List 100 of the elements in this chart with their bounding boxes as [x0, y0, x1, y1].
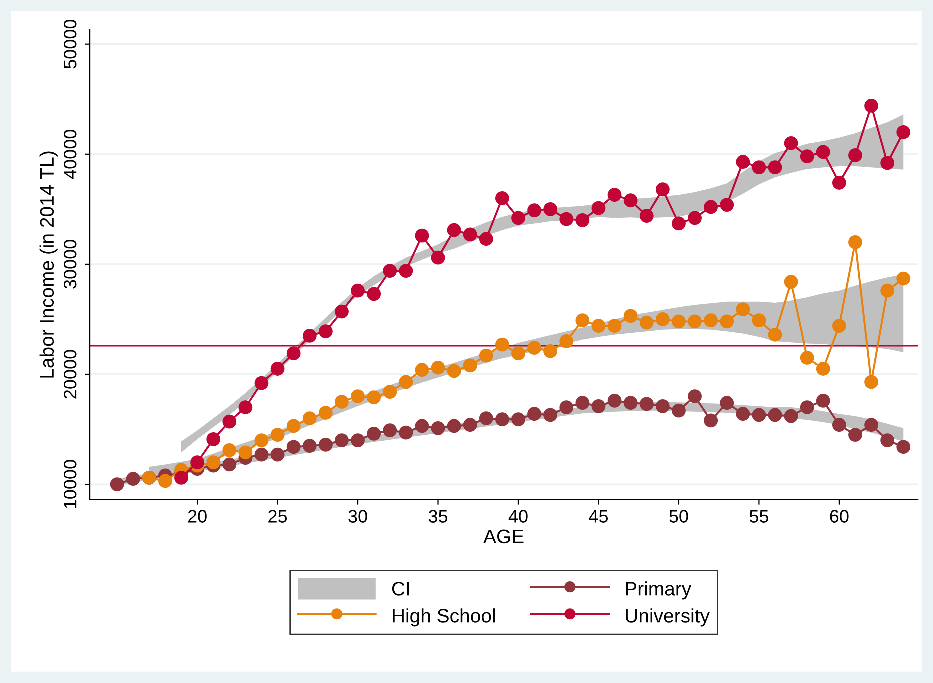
x-tick-label: 60 — [830, 510, 849, 523]
point — [479, 412, 494, 426]
point — [848, 428, 862, 442]
point — [768, 408, 782, 422]
point — [688, 314, 702, 329]
x-tick-label: 35 — [428, 510, 448, 523]
point — [832, 418, 846, 432]
point — [880, 434, 895, 448]
point — [126, 472, 140, 486]
x-tick-label: 50 — [670, 510, 688, 523]
point — [254, 434, 269, 448]
point — [222, 458, 237, 472]
point — [206, 432, 221, 446]
point — [576, 213, 590, 228]
point — [800, 400, 814, 414]
point — [752, 314, 766, 328]
point — [351, 434, 365, 448]
point — [592, 399, 606, 414]
point — [624, 309, 638, 324]
point — [431, 250, 446, 265]
point — [640, 397, 654, 412]
y-tick-label: 10000 — [64, 460, 77, 508]
point — [784, 136, 798, 150]
point — [447, 419, 462, 434]
point — [704, 200, 718, 214]
point — [528, 407, 542, 422]
point — [768, 160, 782, 175]
x-tick-label: 20 — [188, 510, 207, 523]
legend-label: University — [626, 608, 710, 627]
point — [238, 400, 253, 414]
point — [415, 419, 430, 434]
point — [816, 362, 830, 376]
y-axis-title: Labor Income (in 2014 TL) — [40, 152, 58, 378]
point — [528, 341, 542, 356]
point — [816, 145, 830, 160]
point — [672, 216, 686, 231]
point — [560, 400, 574, 414]
point — [222, 414, 237, 429]
point — [752, 160, 766, 175]
point — [640, 316, 654, 330]
point — [800, 351, 814, 365]
point — [672, 404, 686, 418]
point — [399, 426, 414, 440]
point — [496, 412, 510, 427]
point — [158, 474, 172, 488]
point — [752, 408, 766, 422]
point — [222, 443, 237, 458]
point — [383, 424, 398, 438]
point — [270, 428, 285, 442]
point — [367, 390, 382, 405]
point — [608, 319, 622, 334]
point — [768, 328, 782, 342]
point — [463, 418, 478, 432]
point — [608, 188, 622, 202]
point — [800, 150, 814, 164]
point — [431, 421, 446, 436]
x-tick-label: 55 — [750, 510, 768, 523]
point — [238, 446, 253, 460]
y-tick-label: 30000 — [64, 240, 77, 289]
point — [688, 390, 702, 404]
point — [383, 385, 398, 400]
point — [286, 440, 301, 454]
point — [864, 418, 878, 432]
point — [880, 156, 895, 170]
point — [720, 198, 734, 212]
point — [496, 338, 510, 352]
point — [335, 434, 349, 448]
point — [254, 448, 269, 462]
point — [592, 319, 606, 334]
point — [528, 204, 542, 218]
point — [896, 125, 911, 140]
point — [206, 456, 221, 470]
point — [367, 287, 382, 302]
point — [848, 236, 862, 250]
point — [640, 209, 654, 223]
point — [544, 408, 558, 422]
point — [512, 211, 526, 226]
point — [704, 314, 718, 328]
point — [832, 176, 846, 190]
point — [286, 419, 301, 434]
point — [254, 376, 269, 390]
y-tick-label: 40000 — [64, 130, 77, 180]
point — [190, 456, 204, 470]
point — [463, 228, 478, 242]
point — [656, 182, 670, 197]
point — [463, 358, 478, 373]
x-tick-label: 45 — [589, 510, 608, 523]
point — [270, 362, 285, 376]
point — [302, 439, 317, 453]
legend-label: Primary — [626, 582, 692, 600]
point — [720, 396, 734, 410]
point — [720, 314, 734, 329]
point — [447, 364, 462, 378]
point — [560, 334, 574, 348]
point — [399, 375, 414, 390]
point — [174, 471, 188, 485]
legend-label: High School — [393, 608, 495, 627]
text: CI — [392, 582, 410, 596]
point — [624, 194, 638, 208]
x-tick-label: 40 — [508, 510, 528, 523]
